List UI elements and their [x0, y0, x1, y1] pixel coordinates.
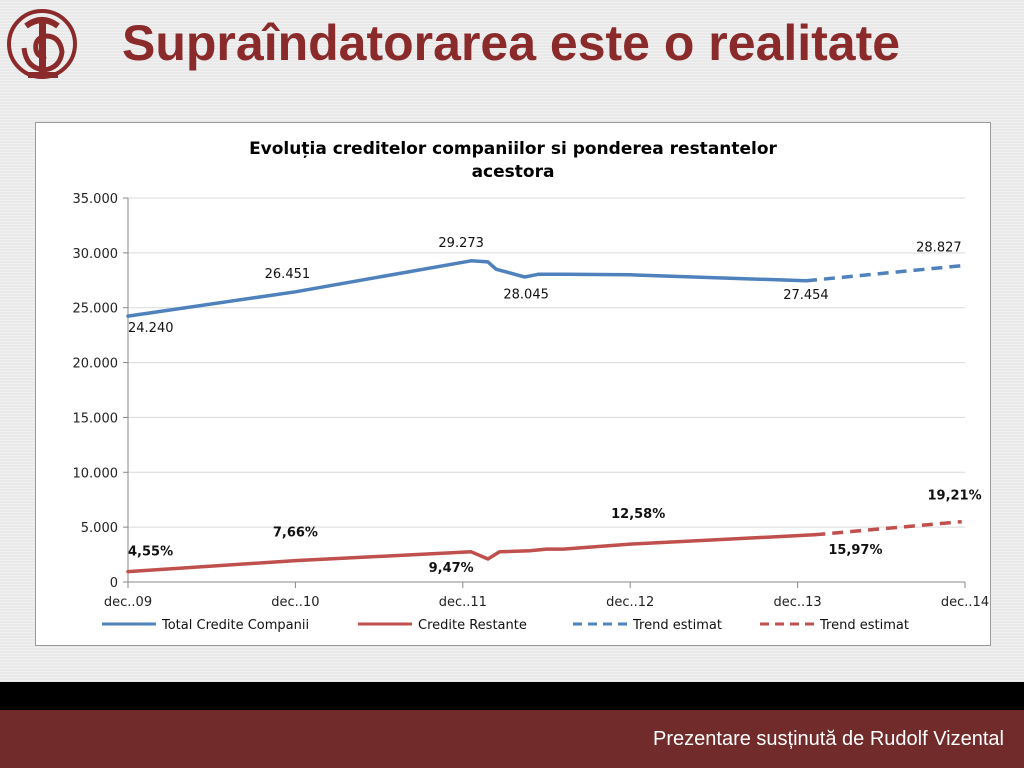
series-line-1 — [126, 533, 817, 574]
y-tick-label: 25.000 — [73, 302, 119, 317]
y-tick-label: 5.000 — [81, 521, 118, 536]
footer-bar: Prezentare susținută de Rudolf Vizental — [0, 710, 1024, 768]
x-tick-label: dec..12 — [606, 595, 654, 610]
data-label: 15,97% — [828, 543, 882, 558]
legend-label: Total Credite Companii — [161, 618, 309, 633]
x-tick-label: dec..14 — [941, 595, 989, 610]
chart-title-line1: Evoluția creditelor companiilor si ponde… — [249, 139, 777, 159]
grid-layer — [128, 197, 965, 583]
chart-frame: Evoluția creditelor companiilor si ponde… — [35, 122, 991, 646]
data-label: 19,21% — [927, 489, 981, 504]
label-layer: 24.240 26.451 29.273 28.045 27.454 28.827 4,55… — [128, 236, 982, 576]
data-label: 12,58% — [611, 507, 665, 522]
y-tick-label: 0 — [110, 576, 118, 591]
black-divider-bar — [0, 682, 1024, 710]
chart-title-line2: acestora — [472, 162, 555, 182]
y-tick-label: 20.000 — [73, 357, 119, 372]
data-label: 28.827 — [916, 241, 962, 256]
legend: Total Credite Companii Credite Restante Tr… — [102, 618, 909, 633]
x-tick-label: dec..11 — [439, 595, 487, 610]
y-tick-label: 10.000 — [73, 466, 119, 481]
series-trend-line-3 — [814, 519, 962, 537]
legend-label: Credite Restante — [418, 618, 527, 633]
x-tick-label: dec..13 — [773, 595, 821, 610]
line-chart: Evoluția creditelor companiilor si ponde… — [73, 139, 990, 633]
slide-title: Supraîndatorarea este o realitate — [122, 15, 901, 71]
y-tick-label: 15.000 — [73, 411, 119, 426]
logo — [7, 9, 77, 79]
axis-layer: 0 5.000 10.000 15.000 20.000 25.000 30.000 35.0… — [73, 192, 990, 610]
data-label: 7,66% — [273, 526, 318, 541]
legend-label: Trend estimat — [819, 618, 909, 633]
data-label: 29.273 — [438, 236, 484, 251]
data-label: 26.451 — [265, 267, 311, 282]
y-tick-label: 35.000 — [73, 192, 119, 207]
x-tick-label: dec..09 — [104, 595, 152, 610]
data-label: 28.045 — [503, 287, 549, 302]
series-layer — [126, 259, 962, 574]
data-label: 9,47% — [429, 561, 474, 576]
series-trend-line-2 — [805, 263, 962, 283]
x-tick-label: dec..10 — [271, 595, 319, 610]
data-label: 24.240 — [128, 321, 174, 336]
legend-label: Trend estimat — [632, 618, 722, 633]
data-label: 4,55% — [128, 545, 173, 560]
y-tick-label: 30.000 — [73, 247, 119, 262]
footer-text: Prezentare susținută de Rudolf Vizental — [653, 728, 1004, 750]
series-line-0 — [126, 259, 808, 318]
data-label: 27.454 — [783, 288, 829, 303]
